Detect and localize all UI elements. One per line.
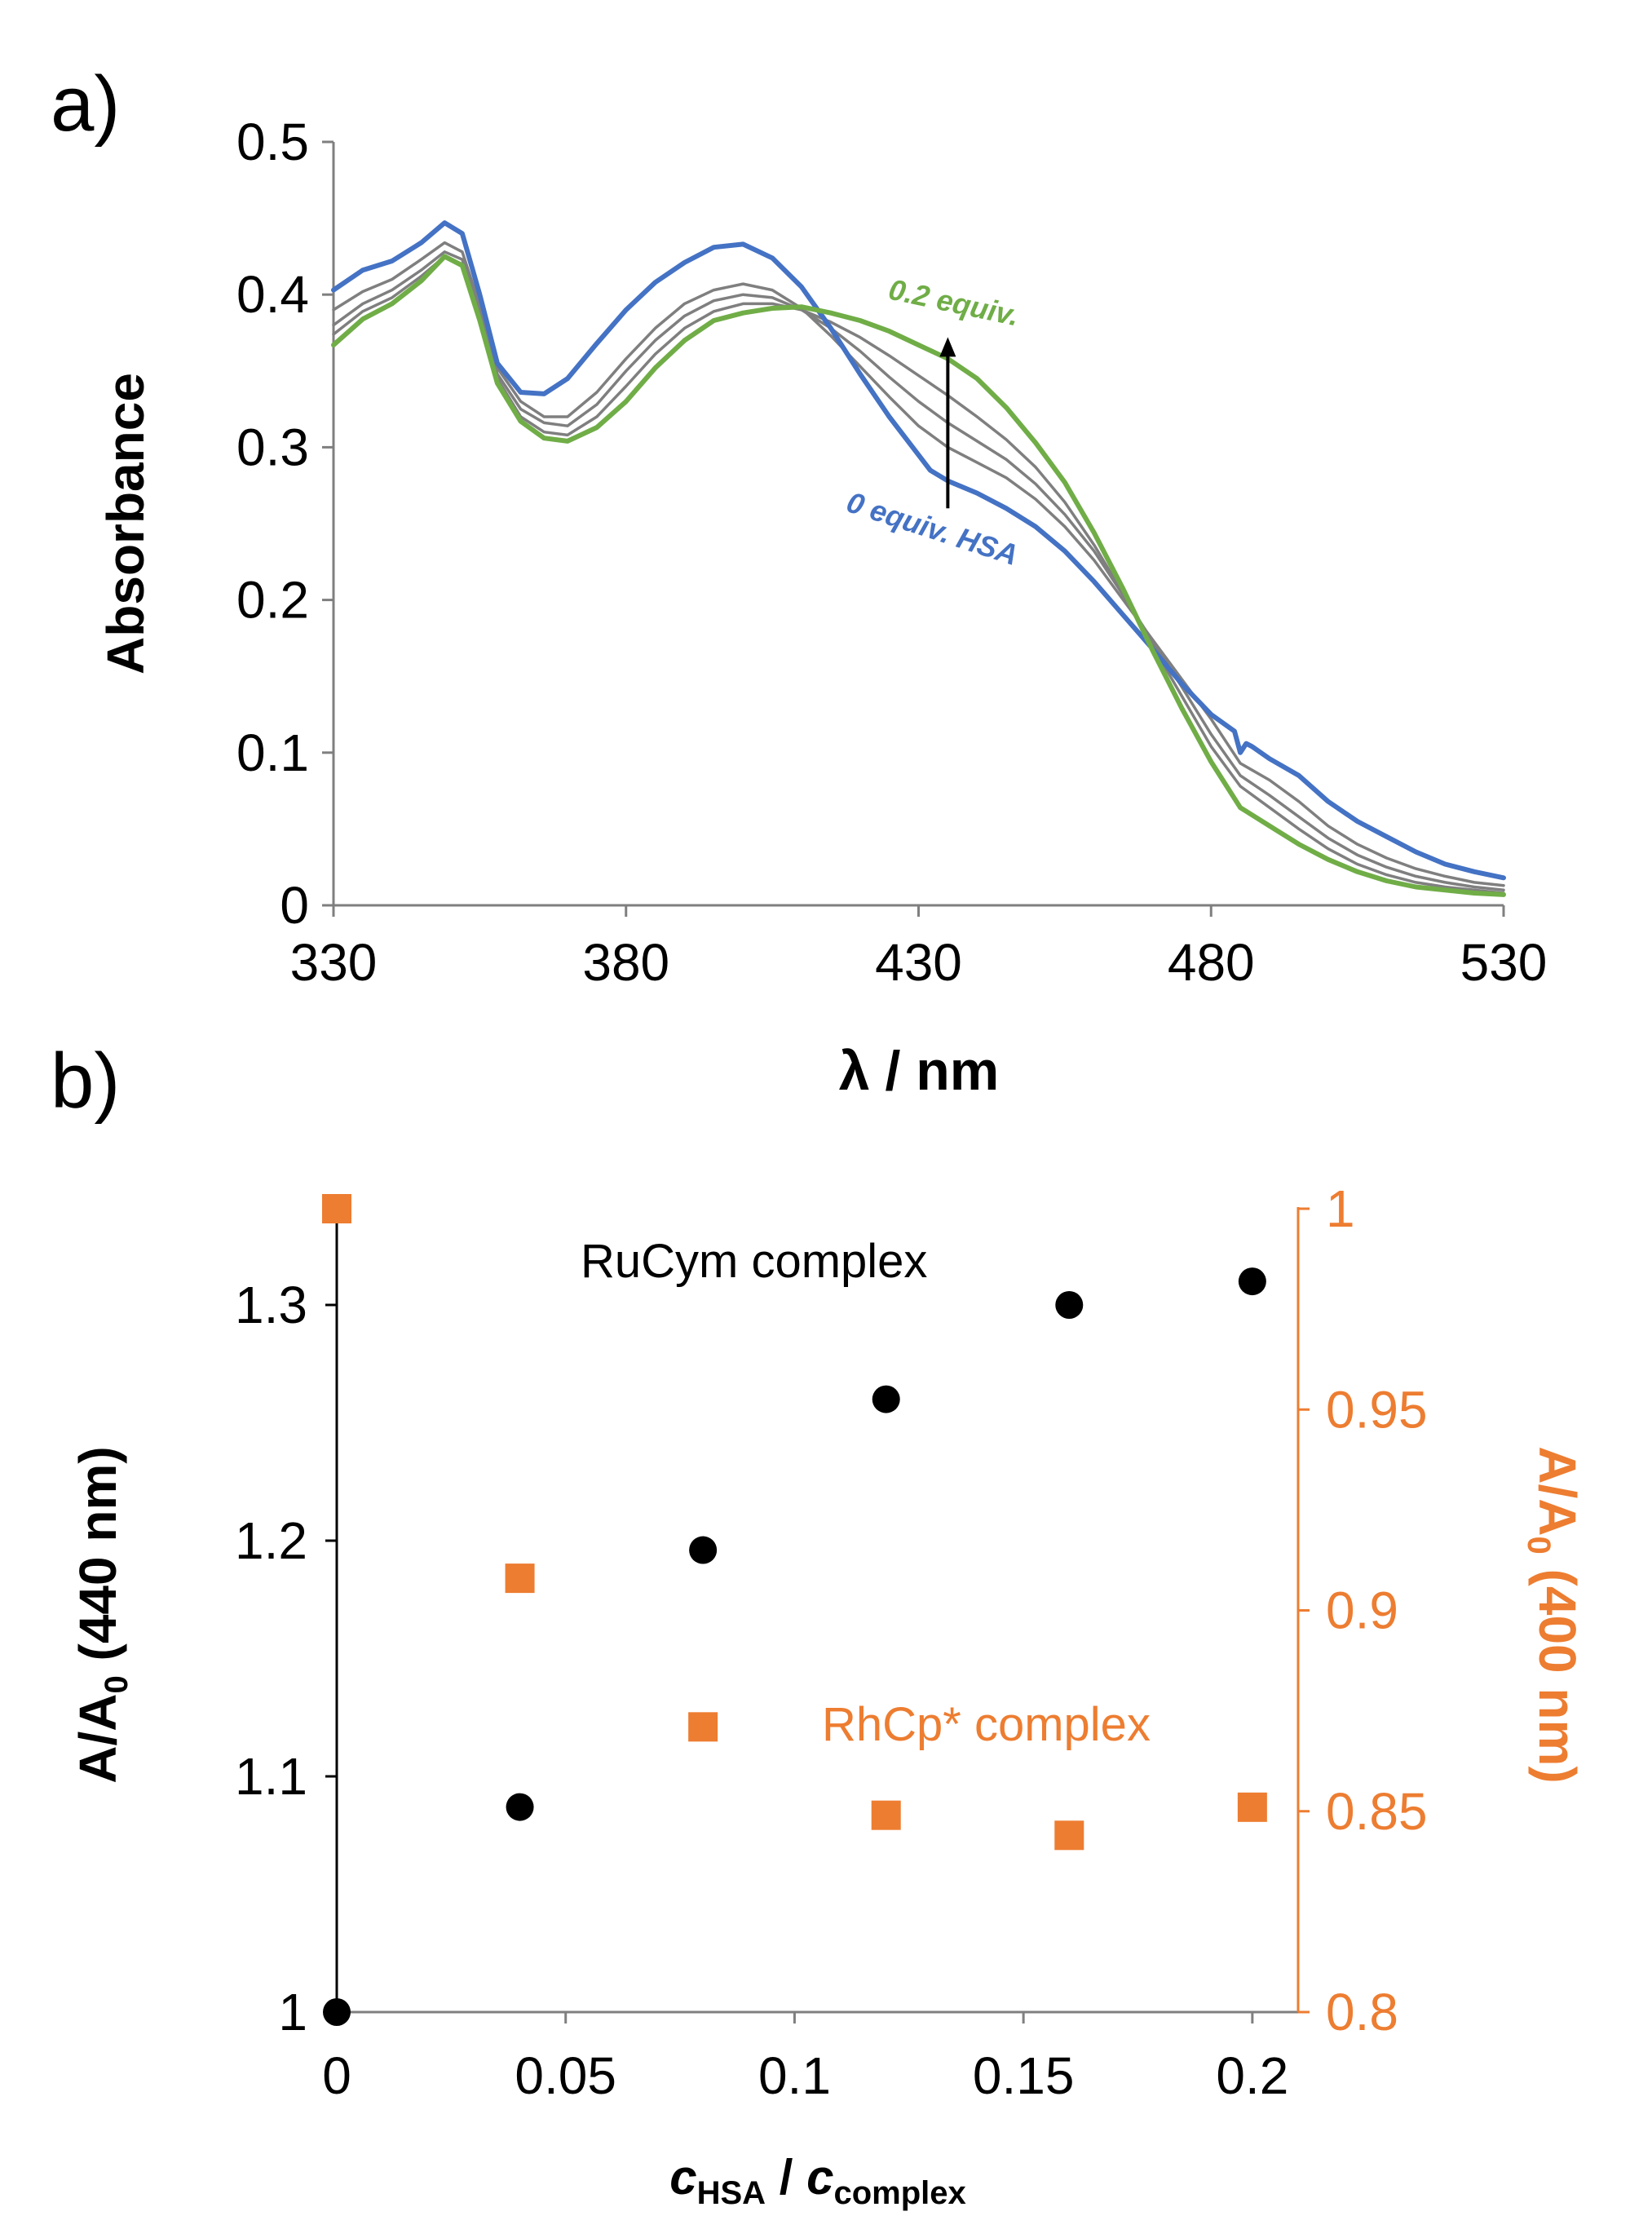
left-y-tick-label: 1.1 [235,1747,307,1806]
panel-b-label: b) [51,1037,120,1125]
x-tick-label: 430 [875,933,962,992]
series-line-0-05-equiv- [332,241,1505,887]
right-y-title-pre: A/A [1528,1446,1587,1536]
x-tick-label-b: 0 [322,2046,351,2105]
rhcp-point [322,1194,351,1223]
left-y-tick-label: 1.2 [235,1511,307,1570]
left-y-ticks: 1 1.1 1.2 1.3 [235,1276,337,2041]
x-title-main2: c [806,2150,833,2205]
y-tick-label: 0.4 [236,265,309,324]
rhcp-point [505,1564,535,1594]
left-y-title-sub: 0 [99,1675,135,1693]
legend-rucym: RuCym complex [581,1235,927,1288]
left-y-title-post: (440 nm) [68,1446,127,1675]
x-axis-title-b: cHSA / ccomplex [669,2150,966,2211]
annotation-0-2-equiv: 0.2 equiv. [886,272,1022,333]
x-tick-label-b: 0.15 [973,2046,1075,2105]
right-y-tick-label: 1 [1326,1179,1355,1238]
y-tick-label: 0.3 [236,418,309,476]
rhcp-point [871,1800,901,1830]
legend-rhcp: RhCp* complex [822,1698,1151,1751]
right-y-tick-label: 0.95 [1326,1380,1428,1439]
series-line-0-2-equiv- [331,254,1506,897]
x-title-main1: c [669,2150,696,2205]
right-y-title-sub: 0 [1521,1537,1557,1555]
y-tick-label: 0 [280,876,309,935]
rucym-point [323,1998,351,2026]
points-group [322,1194,1267,2026]
right-y-tick-label: 0.9 [1326,1581,1398,1640]
rucym-point [1238,1267,1266,1296]
series-line-0-15-equiv- [332,254,1505,895]
x-tick-label: 480 [1168,933,1255,992]
left-y-tick-label: 1.3 [235,1276,307,1334]
rucym-point [689,1536,718,1564]
rhcp-point [688,1712,718,1742]
x-axis-title: λ / nm [839,1040,1000,1102]
right-y-ticks: 0.8 0.85 0.9 0.95 1 [1298,1179,1428,2041]
x-tick-label-b: 0.2 [1216,2046,1288,2105]
x-ticks: 330 380 430 480 530 [290,905,1548,992]
x-tick-label: 330 [290,933,378,992]
left-y-title-pre: A/A [68,1694,127,1784]
right-y-tick-label: 0.8 [1326,1983,1398,2041]
annotation-0-equiv-hsa: 0 equiv. HSA [843,485,1023,572]
x-tick-label-b: 0.1 [758,2046,831,2105]
y-axis-title: Absorbance [96,373,155,674]
left-y-axis-title: A/A0 (440 nm) [68,1446,135,1783]
y-tick-label: 0.2 [236,571,309,630]
right-y-tick-label: 0.85 [1326,1782,1428,1841]
right-y-axis-title: A/A0 (400 nm) [1521,1446,1587,1783]
rucym-point [506,1793,534,1821]
x-title-sub1: HSA [697,2175,766,2211]
rhcp-point [1237,1792,1267,1822]
rucym-point [872,1385,900,1413]
x-title-sub2: complex [833,2175,965,2211]
arrow-head [939,337,956,357]
panel-a-label: a) [51,60,120,148]
x-tick-label: 380 [582,933,669,992]
y-tick-label: 0.1 [236,723,309,782]
rhcp-point [1054,1820,1084,1851]
right-y-title-post: (400 nm) [1528,1555,1587,1784]
x-tick-label-b: 0.05 [515,2046,616,2105]
panel-b-scatter-chart: b) 1 1.1 1.2 1.3 0.8 0.85 0.9 0.95 1 0 0.05 0.1 0.… [51,1037,1587,2211]
series-group [331,220,1506,897]
y-tick-label: 0.5 [236,113,309,171]
x-title-sep: / [766,2150,806,2205]
series-line-0-equiv-hsa [331,220,1506,881]
rucym-point [1055,1291,1084,1319]
x-ticks-b: 0 0.05 0.1 0.15 0.2 [322,2012,1288,2105]
panel-a-absorbance-chart: a) 0 0.1 0.2 0.3 0.4 0.5 330 380 430 480 530 0.2 … [51,60,1547,1102]
left-y-tick-label: 1 [278,1983,307,2041]
x-tick-label: 530 [1460,933,1548,992]
y-ticks: 0 0.1 0.2 0.3 0.4 0.5 [236,113,333,935]
